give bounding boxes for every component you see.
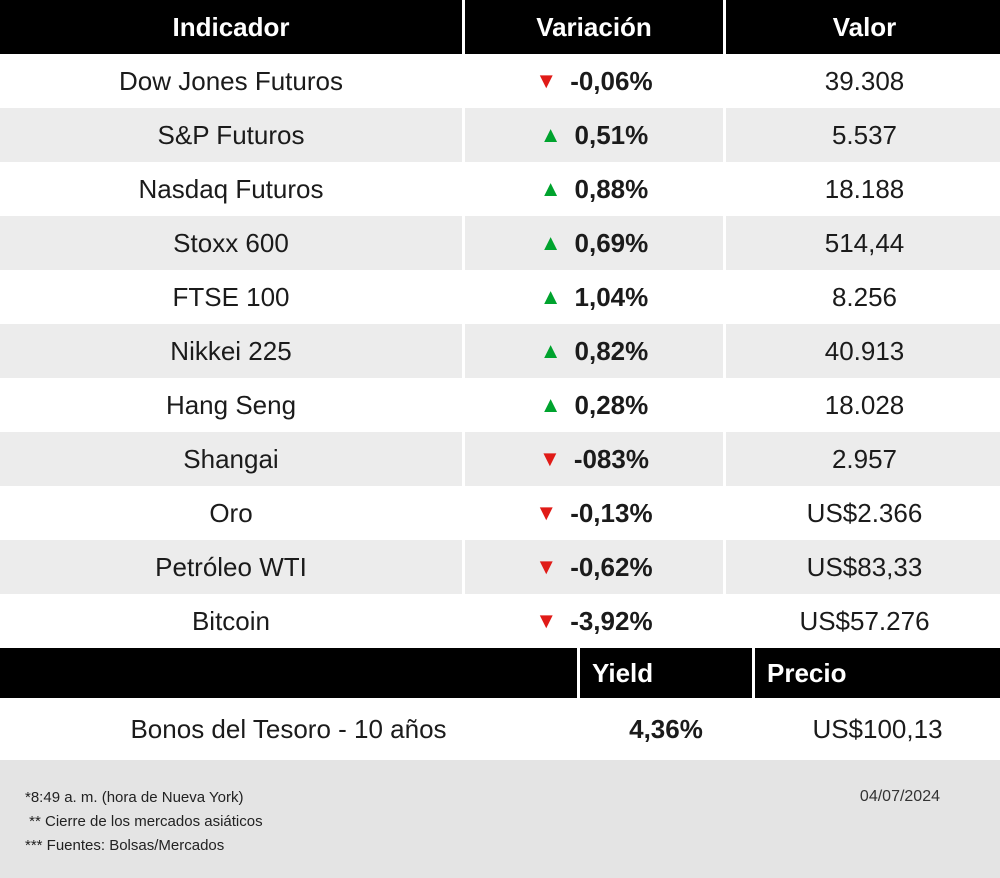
up-triangle-icon: ▲	[539, 284, 562, 309]
down-triangle-icon: ▼	[539, 446, 561, 471]
indicator-name: Hang Seng	[0, 378, 462, 432]
variation-value: 0,69%	[574, 227, 649, 258]
variation-value: -3,92%	[570, 605, 653, 636]
down-triangle-icon: ▼	[535, 554, 558, 579]
variation-cell: ▼ -0,06%	[465, 54, 723, 108]
indicator-value: 8.256	[726, 270, 1000, 324]
indicator-name: Oro	[0, 486, 462, 540]
indicator-value: 18.188	[726, 162, 1000, 216]
down-triangle-icon: ▼	[535, 608, 558, 633]
bonds-header-spacer	[0, 648, 577, 698]
variation-value: -0,06%	[570, 65, 653, 96]
column-header-price: Precio	[755, 648, 1000, 698]
indicator-name: Nasdaq Futuros	[0, 162, 462, 216]
up-triangle-icon: ▲	[539, 176, 562, 201]
variation-cell: ▲ 0,28%	[465, 378, 723, 432]
variation-value: 0,82%	[574, 335, 649, 366]
variation-cell: ▲ 0,82%	[465, 324, 723, 378]
footnote-time: *8:49 a. m. (hora de Nueva York)	[25, 789, 244, 806]
variation-value: 1,04%	[574, 281, 649, 312]
down-triangle-icon: ▼	[535, 500, 558, 525]
indicator-value: US$57.276	[726, 594, 1000, 648]
footnotes-bar: *8:49 a. m. (hora de Nueva York) ** Cier…	[0, 760, 1000, 878]
indicator-name: FTSE 100	[0, 270, 462, 324]
bond-price: US$100,13	[755, 698, 1000, 760]
indicator-value: US$2.366	[726, 486, 1000, 540]
indicator-name: Bitcoin	[0, 594, 462, 648]
bonds-table: Yield Precio Bonos del Tesoro - 10 años …	[0, 648, 1000, 760]
variation-value: 0,28%	[574, 389, 649, 420]
up-triangle-icon: ▲	[539, 392, 562, 417]
indicator-value: 40.913	[726, 324, 1000, 378]
up-triangle-icon: ▲	[539, 230, 562, 255]
variation-cell: ▼ -3,92%	[465, 594, 723, 648]
variation-cell: ▲ 0,88%	[465, 162, 723, 216]
indicator-value: 39.308	[726, 54, 1000, 108]
footnote-sources: *** Fuentes: Bolsas/Mercados	[25, 837, 225, 854]
indicator-name: S&P Futuros	[0, 108, 462, 162]
variation-cell: ▲ 1,04%	[465, 270, 723, 324]
column-header-variation: Variación	[465, 0, 723, 54]
variation-cell: ▲ 0,69%	[465, 216, 723, 270]
footnote-asia-close: ** Cierre de los mercados asiáticos	[25, 813, 263, 830]
market-table: Indicador Variación Valor Dow Jones Futu…	[0, 0, 1000, 648]
variation-cell: ▲ 0,51%	[465, 108, 723, 162]
date-label: 04/07/2024	[859, 788, 940, 805]
indicator-value: 2.957	[726, 432, 1000, 486]
column-header-yield: Yield	[580, 648, 752, 698]
footnotes: *8:49 a. m. (hora de Nueva York) ** Cier…	[25, 786, 263, 858]
indicator-name: Petróleo WTI	[0, 540, 462, 594]
down-triangle-icon: ▼	[535, 68, 558, 93]
indicator-value: 18.028	[726, 378, 1000, 432]
indicator-name: Dow Jones Futuros	[0, 54, 462, 108]
indicator-name: Nikkei 225	[0, 324, 462, 378]
column-header-indicator: Indicador	[0, 0, 462, 54]
column-header-value: Valor	[726, 0, 1000, 54]
variation-value: 0,51%	[574, 119, 649, 150]
indicator-value: 514,44	[726, 216, 1000, 270]
up-triangle-icon: ▲	[539, 338, 562, 363]
indicator-name: Shangai	[0, 432, 462, 486]
variation-value: 0,88%	[574, 173, 649, 204]
variation-cell: ▼ -0,13%	[465, 486, 723, 540]
variation-value: -0,62%	[570, 551, 653, 582]
up-triangle-icon: ▲	[539, 122, 562, 147]
bond-name: Bonos del Tesoro - 10 años	[0, 698, 577, 760]
variation-cell: ▼ -083%	[465, 432, 723, 486]
variation-cell: ▼ -0,62%	[465, 540, 723, 594]
indicator-value: US$83,33	[726, 540, 1000, 594]
variation-value: -0,13%	[570, 497, 653, 528]
bond-yield: 4,36%	[580, 698, 752, 760]
indicator-value: 5.537	[726, 108, 1000, 162]
variation-value: -083%	[573, 443, 649, 474]
indicator-name: Stoxx 600	[0, 216, 462, 270]
